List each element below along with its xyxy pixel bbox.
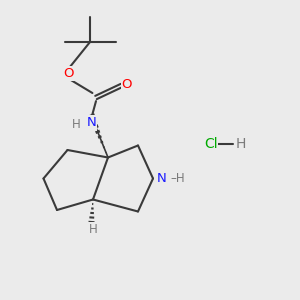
Text: H: H xyxy=(236,137,246,151)
Text: N: N xyxy=(157,172,166,185)
Text: Cl: Cl xyxy=(204,137,218,151)
Text: –H: –H xyxy=(170,172,185,185)
Text: H: H xyxy=(71,118,80,131)
Text: N: N xyxy=(87,116,96,130)
Text: O: O xyxy=(64,67,74,80)
Text: O: O xyxy=(122,77,132,91)
Text: H: H xyxy=(88,223,98,236)
